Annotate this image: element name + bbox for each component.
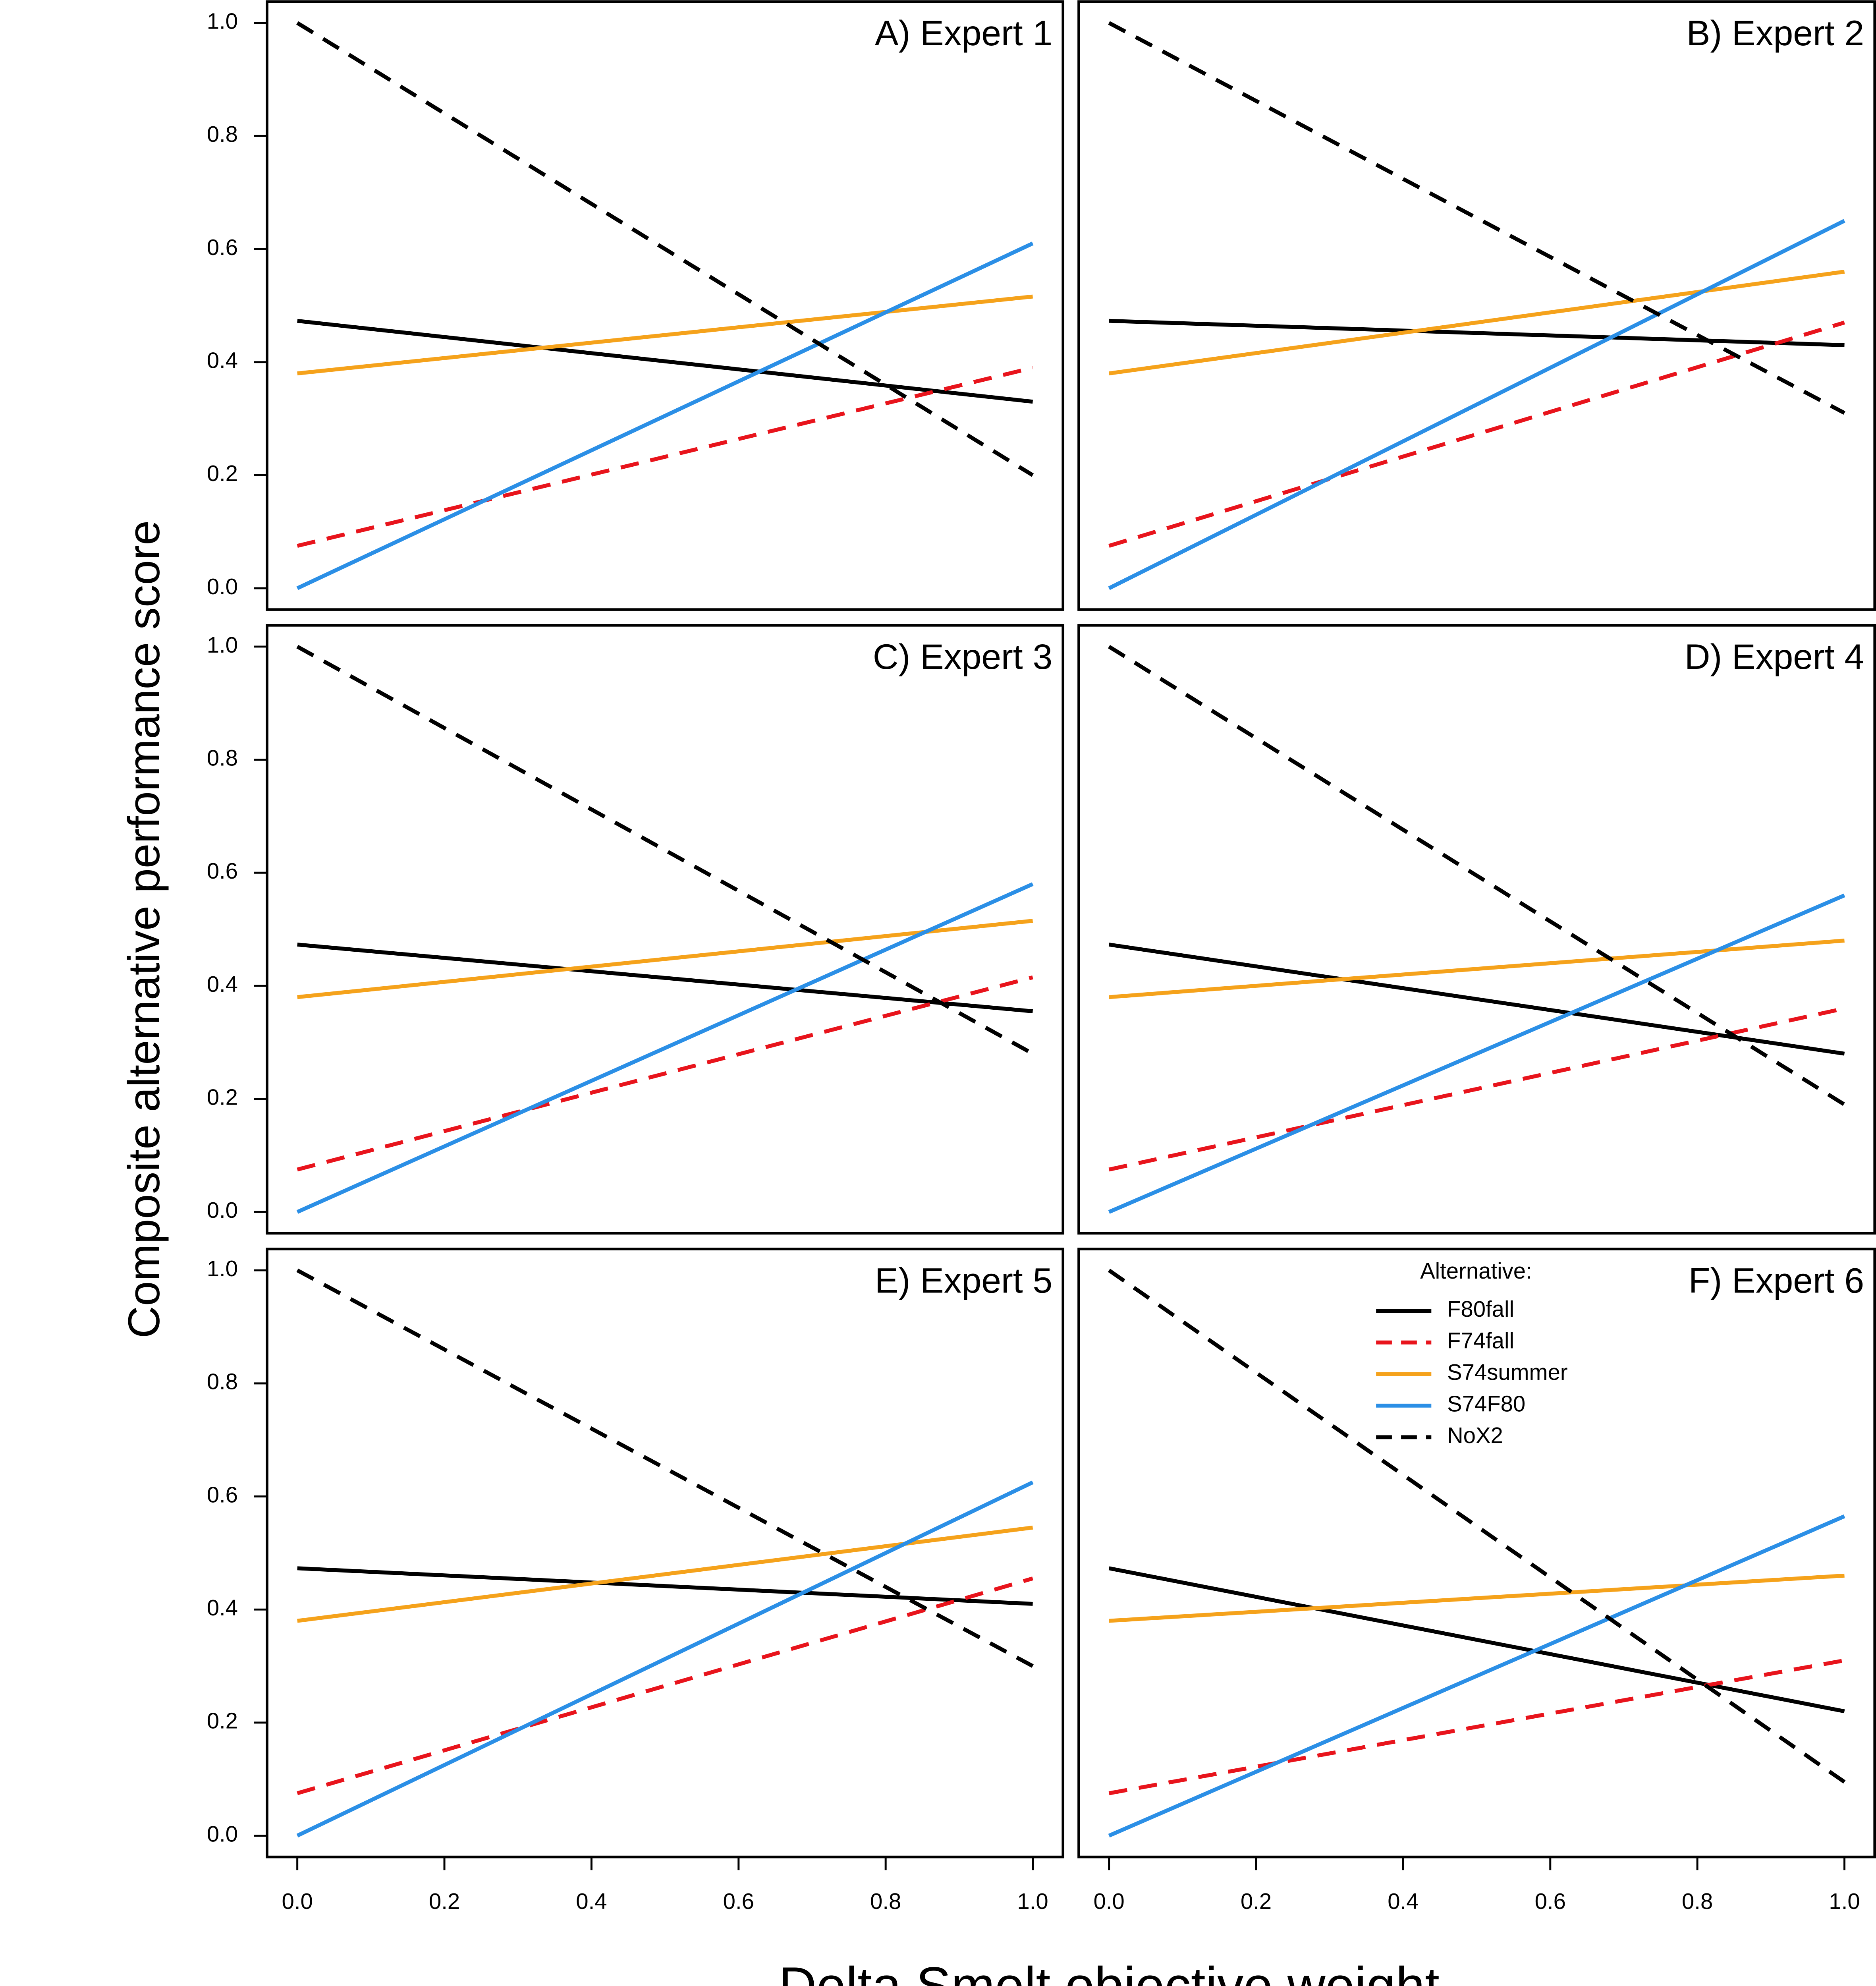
y-tick-label: 0.2: [207, 461, 238, 486]
legend-label: F80fall: [1447, 1296, 1514, 1321]
series-line: [297, 919, 1033, 999]
series-line: [1108, 893, 1845, 1214]
y-tick-label: 0.2: [207, 1708, 238, 1733]
panel-frame: [1077, 624, 1876, 1235]
panel-frame: [266, 0, 1065, 611]
x-tick-label: 0.6: [723, 1889, 754, 1914]
series-line: [296, 1268, 1034, 1668]
panel-frame: [266, 624, 1065, 1235]
series-line: [1108, 21, 1845, 415]
y-tick-label: 0.4: [207, 348, 238, 373]
series-line: [1108, 1658, 1845, 1795]
x-tick-label: 1.0: [1829, 1889, 1860, 1914]
series-line: [1109, 1573, 1845, 1623]
x-tick-label: 0.6: [1535, 1889, 1566, 1914]
x-tick-label: 0.2: [429, 1889, 460, 1914]
y-tick-label: 0.6: [207, 1482, 238, 1507]
panel-title: B) Expert 2: [1687, 13, 1864, 53]
legend-label: S74summer: [1447, 1360, 1567, 1385]
series-line: [296, 645, 1034, 1056]
series-line: [296, 241, 1034, 590]
x-tick-label: 0.2: [1241, 1889, 1272, 1914]
series-line: [297, 975, 1033, 1172]
panel-title: D) Expert 4: [1685, 637, 1864, 676]
panel-title: A) Expert 1: [875, 13, 1052, 53]
series-line: [1108, 219, 1845, 590]
legend-label: NoX2: [1447, 1423, 1503, 1448]
y-tick-label: 0.0: [207, 1821, 238, 1846]
series-line: [1109, 319, 1845, 347]
y-tick-label: 0.6: [207, 235, 238, 260]
series-line: [297, 319, 1033, 404]
y-tick-label: 1.0: [207, 632, 238, 657]
y-tick-label: 0.2: [207, 1084, 238, 1109]
x-tick-label: 0.0: [1093, 1889, 1124, 1914]
series-line: [296, 1480, 1034, 1838]
series-line: [1108, 1514, 1845, 1838]
series-line: [1108, 321, 1845, 548]
series-line: [1108, 943, 1845, 1056]
x-tick-label: 0.4: [576, 1889, 607, 1914]
y-tick-label: 0.8: [207, 1369, 238, 1394]
legend-label: F74fall: [1447, 1328, 1514, 1353]
series-line: [297, 294, 1033, 376]
legend-label: S74F80: [1447, 1391, 1525, 1416]
x-tick-label: 0.8: [870, 1889, 901, 1914]
y-tick-label: 0.4: [207, 972, 238, 997]
y-axis-label: Composite alternative performance score: [119, 520, 169, 1338]
x-tick-label: 0.0: [282, 1889, 313, 1914]
panel-frame: [1077, 0, 1876, 611]
series-line: [297, 1566, 1033, 1606]
series-line: [297, 943, 1033, 1013]
x-axis-label: Delta Smelt objective weight: [778, 1957, 1439, 1986]
panel-frame: [266, 1248, 1065, 1858]
panel-title: E) Expert 5: [875, 1260, 1052, 1300]
y-tick-label: 0.0: [207, 1198, 238, 1223]
panel-title: F) Expert 6: [1689, 1260, 1864, 1300]
panel-title: C) Expert 3: [873, 637, 1052, 676]
y-tick-label: 1.0: [207, 9, 238, 34]
y-tick-label: 1.0: [207, 1256, 238, 1281]
legend-title: Alternative:: [1420, 1258, 1532, 1283]
series-line: [1108, 1566, 1845, 1714]
series-line: [1108, 645, 1846, 1107]
series-line: [296, 882, 1034, 1214]
x-tick-label: 0.4: [1388, 1889, 1419, 1914]
x-tick-label: 1.0: [1017, 1889, 1048, 1914]
series-line: [296, 21, 1034, 477]
series-line: [297, 1576, 1033, 1795]
y-tick-label: 0.0: [207, 574, 238, 599]
y-tick-label: 0.4: [207, 1595, 238, 1620]
series-line: [1108, 1007, 1845, 1172]
x-tick-label: 0.8: [1682, 1889, 1713, 1914]
series-line: [297, 366, 1033, 548]
y-tick-label: 0.8: [207, 745, 238, 770]
series-line: [1108, 270, 1845, 376]
y-tick-label: 0.8: [207, 122, 238, 147]
panel-frame: [1077, 1248, 1876, 1858]
y-tick-label: 0.6: [207, 858, 238, 883]
